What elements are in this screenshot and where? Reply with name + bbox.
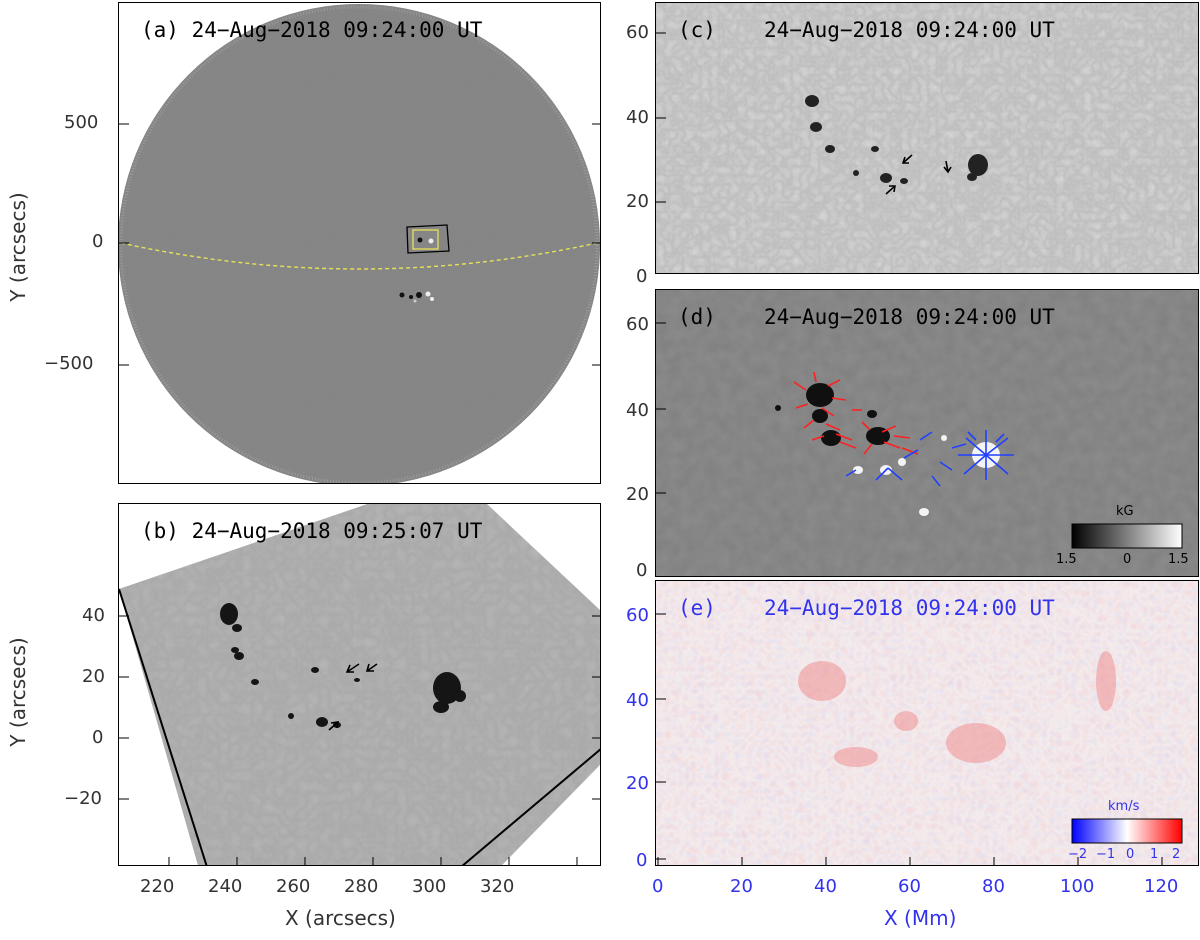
panel-e-ytick: 40 bbox=[626, 690, 649, 711]
limb-ring bbox=[119, 5, 599, 483]
panel-e-ticks bbox=[656, 613, 1163, 865]
panel-b-xtick: 240 bbox=[208, 876, 243, 897]
panel-e-xtick: 120 bbox=[1144, 876, 1179, 897]
panel-b-ticks bbox=[119, 615, 600, 865]
panel-b-title: (b) 24−Aug−2018 09:25:07 UT bbox=[141, 519, 483, 543]
vector-field-red bbox=[793, 371, 919, 455]
colorbar-kms-tick: −2 bbox=[1068, 847, 1088, 862]
vector-field-blue bbox=[845, 430, 1014, 487]
panel-b-hires: (b) 24−Aug−2018 09:25:07 UT bbox=[118, 503, 601, 866]
panel-c-continuum: (c) 24−Aug−2018 09:24:00 UT bbox=[655, 2, 1199, 274]
panel-a-svg bbox=[119, 4, 600, 483]
panel-e-ytick: 0 bbox=[636, 850, 648, 871]
panel-e-xtick: 100 bbox=[1060, 876, 1095, 897]
panel-a-ytick: 0 bbox=[92, 231, 104, 252]
panel-b-xtick: 260 bbox=[276, 876, 311, 897]
panel-a-ticks bbox=[119, 123, 600, 366]
panel-a-title: (a) 24−Aug−2018 09:24:00 UT bbox=[141, 18, 483, 42]
panel-d-ytick: 20 bbox=[626, 484, 649, 505]
hires-image-region bbox=[119, 504, 600, 865]
panel-e-xtick: 0 bbox=[652, 876, 664, 897]
panel-c-ytick: 40 bbox=[626, 107, 649, 128]
panel-d-ytick: 40 bbox=[626, 400, 649, 421]
panel-b-xtick: 320 bbox=[480, 876, 515, 897]
panel-a-fulldisk: (a) 24−Aug−2018 09:24:00 UT bbox=[118, 2, 601, 484]
redshift-region bbox=[798, 651, 1116, 767]
panel-c-ytick: 0 bbox=[636, 266, 648, 287]
colorbar-kms-tick: 1 bbox=[1150, 847, 1159, 862]
panel-e-svg bbox=[656, 581, 1198, 865]
panel-c-time: 24−Aug−2018 09:24:00 UT bbox=[764, 18, 1055, 42]
panel-b-ytick: 0 bbox=[92, 727, 104, 748]
solar-disk-noise bbox=[119, 4, 600, 483]
colorbar-kms-tick: −1 bbox=[1096, 847, 1116, 862]
colorbar-kg-tick: 1.5 bbox=[1056, 552, 1077, 567]
panel-d-magnetogram: (d) 24−Aug−2018 09:24:00 UT kG 1.5 0 1.5 bbox=[655, 289, 1199, 577]
colorbar-kg-unit: kG bbox=[1116, 504, 1134, 519]
colorbar-kms-tick: 2 bbox=[1172, 847, 1181, 862]
colorbar-kms-unit: km/s bbox=[1108, 799, 1140, 814]
panel-e-xtick: 20 bbox=[730, 876, 753, 897]
arrow-icon bbox=[328, 663, 378, 731]
panel-a-ylabel: Y (arcsecs) bbox=[6, 192, 30, 302]
panel-b-ylabel: Y (arcsecs) bbox=[6, 637, 30, 747]
arrow-icon bbox=[885, 154, 952, 195]
panel-b-ytick: 20 bbox=[82, 666, 105, 687]
panel-d-ticks bbox=[656, 322, 666, 494]
panel-b-svg bbox=[119, 504, 600, 865]
active-region-spot bbox=[417, 237, 423, 243]
panel-e-xtick: 40 bbox=[814, 876, 837, 897]
panel-d-svg bbox=[656, 290, 1198, 576]
image-edge bbox=[119, 588, 208, 865]
colorbar-kms-tick: 0 bbox=[1126, 847, 1135, 862]
panel-a-ytick: 500 bbox=[64, 112, 99, 133]
panel-c-svg bbox=[656, 3, 1198, 273]
colorbar-kg-tick: 1.5 bbox=[1168, 552, 1189, 567]
panel-e-xlabel: X (Mm) bbox=[884, 906, 957, 930]
panel-c-ytick: 20 bbox=[626, 191, 649, 212]
colorbar-kg bbox=[1071, 523, 1183, 549]
panel-a-ytick: −500 bbox=[44, 353, 94, 374]
colorbar-kms bbox=[1071, 818, 1183, 844]
panel-d-ytick: 0 bbox=[636, 560, 648, 581]
panel-e-ytick: 20 bbox=[626, 773, 649, 794]
image-edge bbox=[461, 748, 600, 865]
panel-d-ytick: 60 bbox=[626, 314, 649, 335]
equator-line bbox=[120, 242, 598, 270]
panel-b-xtick: 300 bbox=[412, 876, 447, 897]
panel-e-ytick: 60 bbox=[626, 605, 649, 626]
panel-c-ytick: 60 bbox=[626, 22, 649, 43]
panel-e-xtick: 60 bbox=[898, 876, 921, 897]
fov-box-outer bbox=[406, 224, 450, 254]
panel-e-time: 24−Aug−2018 09:24:00 UT bbox=[764, 596, 1055, 620]
panel-d-time: 24−Aug−2018 09:24:00 UT bbox=[764, 305, 1055, 329]
active-region-spot bbox=[428, 238, 434, 244]
panel-b-xlabel: X (arcsecs) bbox=[285, 906, 396, 930]
panel-b-ytick: 40 bbox=[82, 605, 105, 626]
sunspot-group bbox=[805, 95, 988, 184]
panel-b-xtick: 220 bbox=[140, 876, 175, 897]
colorbar-kg-tick: 0 bbox=[1123, 552, 1132, 567]
panel-b-xtick: 280 bbox=[344, 876, 379, 897]
panel-e-label: (e) bbox=[678, 596, 716, 620]
fov-box-inner bbox=[412, 229, 439, 250]
panel-d-label: (d) bbox=[678, 305, 716, 329]
panel-c-label: (c) bbox=[678, 18, 716, 42]
panel-c-ticks bbox=[656, 32, 666, 203]
panel-e-xtick: 80 bbox=[982, 876, 1005, 897]
panel-e-doppler: (e) 24−Aug−2018 09:24:00 UT km/s −2 −1 0… bbox=[655, 580, 1199, 866]
lower-active-region bbox=[399, 291, 434, 303]
panel-b-ytick: −20 bbox=[64, 788, 102, 809]
